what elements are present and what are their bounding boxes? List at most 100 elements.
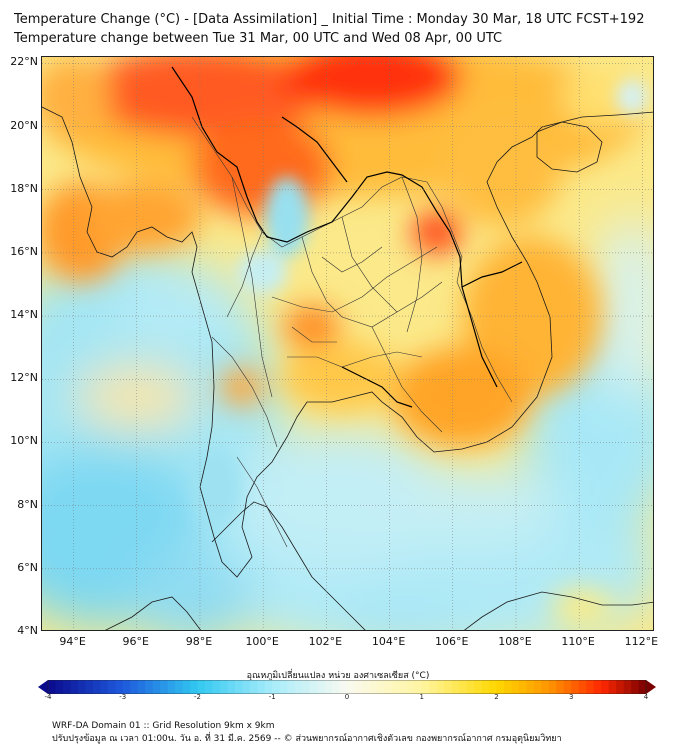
coastline-gulf	[211, 501, 366, 630]
coastline-hainan	[536, 121, 603, 173]
colorbar-cell	[361, 680, 370, 694]
colorbar-cell	[578, 680, 587, 694]
colorbar-cell	[399, 680, 408, 694]
colorbar-cell	[347, 680, 355, 694]
colorbar-min-arrow	[38, 680, 48, 694]
colorbar-cell	[631, 680, 640, 694]
colorbar-cell	[376, 680, 385, 694]
footer-model-info: WRF-DA Domain 01 :: Grid Resolution 9km …	[52, 721, 275, 731]
country-border-layer	[171, 66, 523, 408]
colorbar-cell	[294, 680, 303, 694]
colorbar-cell	[122, 680, 131, 694]
colorbar-cell	[257, 680, 266, 694]
colorbar-cell	[167, 680, 176, 694]
colorbar-cell	[309, 680, 318, 694]
colorbar-tick-label: -1	[268, 693, 276, 701]
colorbar-tick-label: 4	[643, 693, 649, 701]
colorbar-cell	[533, 680, 542, 694]
colorbar-cell	[219, 680, 228, 694]
lat-label: 8°N	[17, 497, 38, 511]
colorbar-cell	[354, 680, 363, 694]
footer-credit: ปรับปรุงข้อมูล ณ เวลา 01:00น. วัน อ. ที่…	[52, 734, 562, 744]
colorbar-cell	[137, 680, 146, 694]
map-title-line2: Temperature change between Tue 31 Mar, 0…	[14, 31, 503, 46]
colorbar-cell	[249, 680, 258, 694]
colorbar-cell	[272, 680, 281, 694]
province-border-layer	[191, 116, 513, 548]
colorbar-cell	[421, 680, 430, 694]
colorbar-cell	[586, 680, 595, 694]
lat-label: 4°N	[17, 624, 38, 637]
colorbar-tick-label: 0	[344, 693, 350, 701]
lat-label: 14°N	[10, 308, 38, 322]
colorbar-cell	[616, 680, 625, 694]
lon-label: 104°E	[371, 635, 406, 648]
coastline-sumatra	[105, 596, 201, 630]
colorbar-cell	[414, 680, 423, 694]
colorbar-tick-label: -4	[44, 693, 52, 701]
colorbar-cell	[115, 680, 124, 694]
coastline-borneo	[463, 591, 653, 630]
colorbar-cell	[212, 680, 221, 694]
colorbar-cell	[77, 680, 86, 694]
colorbar-cell	[227, 680, 236, 694]
colorbar-cell	[339, 680, 348, 694]
colorbar-max-arrow	[646, 680, 656, 694]
colorbar-cell	[503, 680, 512, 694]
colorbar-cell	[85, 680, 94, 694]
colorbar-cell	[92, 680, 101, 694]
colorbar-cell	[563, 680, 572, 694]
colorbar-tick-label: 3	[569, 693, 574, 701]
colorbar-cell	[391, 680, 400, 694]
colorbar-cell	[287, 680, 296, 694]
colorbar-cell	[466, 680, 475, 694]
colorbar-cell	[548, 680, 557, 694]
colorbar-cell	[481, 680, 490, 694]
colorbar-cell	[489, 680, 497, 694]
colorbar-cell	[317, 680, 326, 694]
lon-label: 110°E	[561, 635, 595, 648]
colorbar-cell	[496, 680, 505, 694]
colorbar-cell	[518, 680, 527, 694]
colorbar-tick-label: 1	[419, 693, 424, 701]
colorbar-cell	[541, 680, 550, 694]
colorbar-tick-label: -2	[194, 693, 201, 701]
colorbar-tick-label: -3	[119, 693, 127, 701]
colorbar-cell	[204, 680, 213, 694]
lon-label: 94°E	[59, 635, 86, 648]
colorbar-cell	[62, 680, 71, 694]
lon-label: 96°E	[122, 635, 149, 648]
colorbar-cell	[70, 680, 79, 694]
colorbar-cell	[145, 680, 154, 694]
colorbar-cell	[302, 680, 311, 694]
colorbar-tick-label: 2	[494, 693, 499, 701]
lat-label: 10°N	[10, 434, 38, 448]
colorbar-cell	[279, 680, 288, 694]
colorbar-cell	[190, 680, 198, 694]
colorbar-cell	[444, 680, 453, 694]
warm-anomaly-layer	[42, 57, 642, 625]
colorbar-cell	[100, 680, 109, 694]
coastline-myanmar-west	[42, 106, 653, 578]
colorbar	[38, 680, 656, 694]
coastline-layer	[42, 106, 653, 630]
colorbar-cell	[152, 680, 161, 694]
lon-label: 106°E	[435, 635, 469, 648]
lon-label: 108°E	[498, 635, 532, 648]
lat-label: 12°N	[10, 371, 38, 385]
colorbar-cell	[182, 680, 191, 694]
colorbar-cell	[526, 680, 535, 694]
lon-label: 98°E	[185, 635, 213, 648]
colorbar-cell	[130, 680, 139, 694]
colorbar-cell	[571, 680, 580, 694]
lat-label: 18°N	[10, 181, 38, 195]
colorbar-cell	[556, 680, 565, 694]
map-canvas	[42, 57, 653, 630]
colorbar-cell	[406, 680, 415, 694]
colorbar-cell	[332, 680, 341, 694]
colorbar-cell	[601, 680, 610, 694]
lon-label: 102°E	[308, 635, 343, 648]
colorbar-cell	[608, 680, 617, 694]
colorbar-cell	[384, 680, 393, 694]
colorbar-cell	[511, 680, 520, 694]
